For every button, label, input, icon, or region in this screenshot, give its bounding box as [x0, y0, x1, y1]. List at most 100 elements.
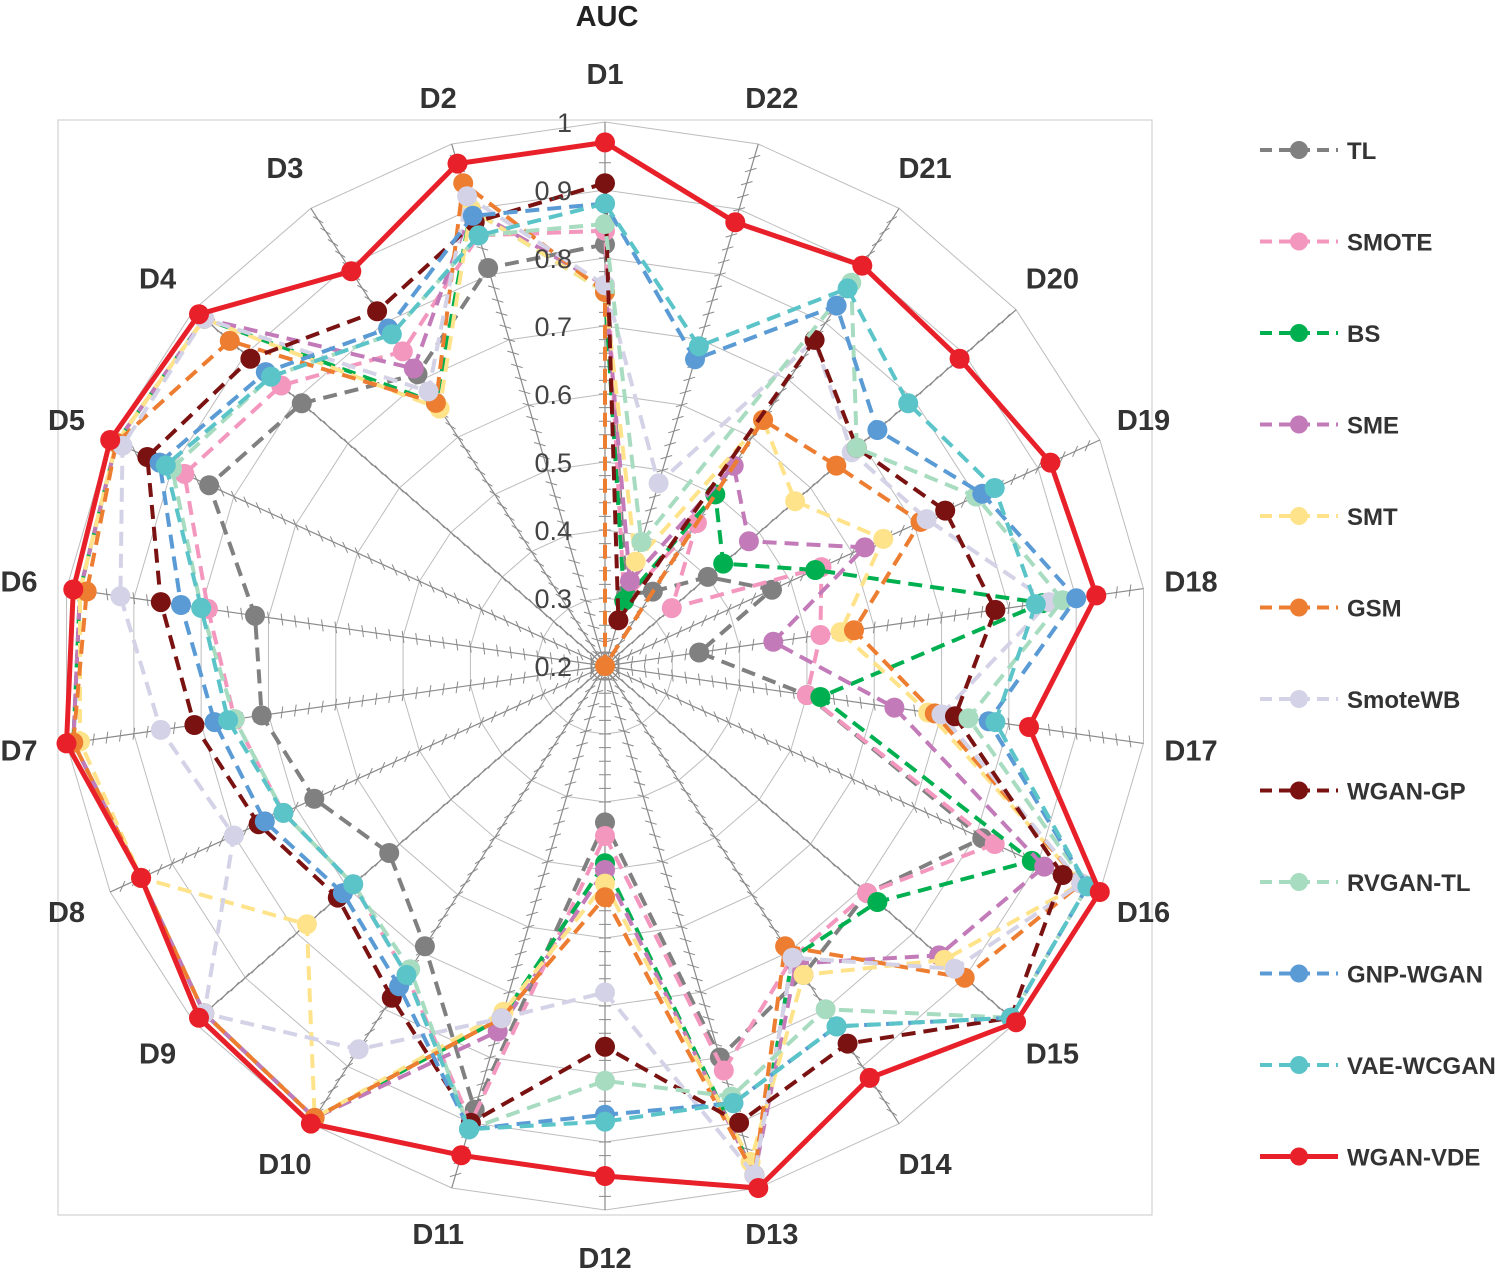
legend-swatch-marker — [1290, 690, 1308, 708]
point-gsm-d12 — [595, 887, 615, 908]
point-smotewb-d7 — [150, 719, 171, 740]
point-smotewb-d10 — [348, 1039, 369, 1060]
point-vae-wcgan-d20 — [898, 393, 919, 414]
point-smote-d16 — [984, 834, 1005, 854]
point-wgan-vde-d9 — [189, 1007, 209, 1028]
legend: TL SMOTE BS SME SMT GSM SmoteWB WGAN-GP RVGAN-TL… — [1260, 138, 1496, 1172]
point-smote-d12 — [595, 826, 615, 846]
point-tl-d8 — [304, 788, 325, 809]
series-line-vae-wcgan — [163, 201, 1090, 1132]
point-vae-wcgan-d14 — [826, 1016, 847, 1037]
labels-layer: D1 D2 D3 D4 D5 D6 D7 D8 D9 D10 D11 D12 D13 D14 D15 D16 D… — [0, 59, 1217, 1274]
point-smote-d20 — [661, 598, 682, 619]
point-smotewb-d14 — [782, 947, 803, 968]
point-smotewb-d11 — [491, 1008, 512, 1029]
axis-label-d14: D14 — [898, 1149, 951, 1181]
point-wgan-vde-d14 — [859, 1067, 880, 1088]
point-smotewb-d12 — [595, 982, 615, 1003]
legend-swatch-marker — [1290, 415, 1308, 434]
legend-item-smt: SMT — [1260, 504, 1398, 531]
point-smotewb-d22 — [648, 473, 669, 494]
point-sme-d18 — [763, 631, 784, 652]
point-vae-wcgan-d19 — [984, 478, 1005, 498]
point-bs-d15 — [867, 892, 888, 912]
legend-swatch-marker — [1290, 324, 1308, 342]
point-wgan-gp-d14 — [837, 1033, 858, 1054]
point-vae-wcgan-d6 — [191, 597, 212, 618]
legend-item-sme: SME — [1260, 413, 1399, 440]
legend-label: GSM — [1347, 596, 1402, 623]
legend-item-smotewb: SmoteWB — [1260, 687, 1460, 714]
point-wgan-vde-d16 — [1089, 882, 1110, 902]
point-gsm-d18 — [844, 620, 864, 641]
legend-item-wgan-vde: WGAN-VDE — [1260, 1145, 1480, 1172]
legend-item-tl: TL — [1260, 138, 1376, 165]
point-gnp-wgan-d8 — [254, 811, 275, 832]
legend-item-rvgan-tl: RVGAN-TL — [1260, 870, 1471, 897]
series-line-bs — [71, 206, 1050, 1182]
point-tl-d9 — [379, 843, 400, 863]
point-wgan-vde-d15 — [1006, 1012, 1027, 1033]
radial-tick-label: 0.6 — [534, 380, 572, 410]
axis-label-d17: D17 — [1164, 735, 1217, 767]
chart-title: AUC — [576, 1, 639, 33]
point-wgan-vde-d3 — [341, 261, 362, 282]
point-sme-d20 — [738, 531, 759, 552]
point-sme-d17 — [884, 697, 905, 718]
point-wgan-vde-d17 — [1019, 717, 1039, 737]
radial-tick-label: 0.5 — [534, 448, 572, 478]
point-gsm-d21 — [753, 410, 774, 430]
point-vae-wcgan-d3 — [381, 324, 402, 345]
axis-label-d20: D20 — [1026, 263, 1079, 295]
point-sme-d16 — [1034, 856, 1055, 877]
point-wgan-vde-d20 — [949, 348, 970, 369]
point-smote-d13 — [713, 1060, 734, 1081]
point-wgan-gp-d19 — [935, 500, 956, 521]
point-wgan-vde-d19 — [1040, 452, 1061, 473]
legend-swatch-marker — [1290, 964, 1308, 983]
point-smt-d22 — [625, 551, 646, 572]
legend-swatch-marker — [1290, 1147, 1308, 1166]
point-smotewb-d6 — [110, 586, 131, 607]
axis-label-d18: D18 — [1164, 567, 1217, 599]
point-vae-wcgan-d5 — [155, 455, 176, 476]
series-gnp-wgan — [149, 193, 1098, 1140]
point-wgan-vde-d6 — [63, 579, 84, 600]
legend-label: BS — [1347, 321, 1380, 348]
legend-item-bs: BS — [1260, 321, 1380, 348]
point-vae-wcgan-d8 — [273, 802, 294, 823]
point-wgan-vde-d22 — [725, 212, 746, 233]
point-gnp-wgan-d2 — [462, 205, 483, 226]
point-vae-wcgan-d21 — [837, 278, 858, 299]
axis-label-d7: D7 — [0, 735, 37, 767]
legend-item-smote: SMOTE — [1260, 230, 1432, 257]
radial-tick-label: 1 — [557, 108, 572, 138]
point-wgan-vde-d2 — [447, 153, 468, 174]
point-wgan-vde-d18 — [1086, 585, 1107, 606]
point-tl-d20 — [697, 566, 718, 587]
point-smote-d18 — [810, 625, 831, 645]
series-line-smotewb — [118, 192, 1085, 1180]
legend-item-gsm: GSM — [1260, 596, 1402, 623]
legend-swatch-marker — [1290, 507, 1308, 525]
point-wgan-gp-d4 — [240, 348, 261, 369]
point-wgan-gp-d12 — [595, 1036, 615, 1057]
point-smotewb-d2 — [457, 186, 478, 207]
point-vae-wcgan-d4 — [261, 366, 281, 387]
series-layer — [56, 132, 1110, 1198]
radial-tick-label: 0.4 — [534, 516, 572, 546]
axis-label-d6: D6 — [0, 567, 37, 599]
point-gnp-wgan-d6 — [171, 595, 191, 615]
point-rvgan-tl-d17 — [958, 708, 979, 729]
point-wgan-gp-d18 — [985, 599, 1006, 620]
axis-label-d2: D2 — [420, 83, 457, 115]
center-ring — [590, 651, 620, 681]
point-bs-d20 — [713, 553, 734, 574]
axis-label-d4: D4 — [139, 263, 176, 295]
point-gnp-wgan-d20 — [867, 420, 888, 440]
legend-label: SMOTE — [1347, 230, 1432, 257]
radial-tick-label: 0.2 — [534, 652, 572, 682]
point-wgan-vde-d1 — [595, 132, 615, 153]
point-vae-wcgan-d2 — [468, 225, 489, 246]
